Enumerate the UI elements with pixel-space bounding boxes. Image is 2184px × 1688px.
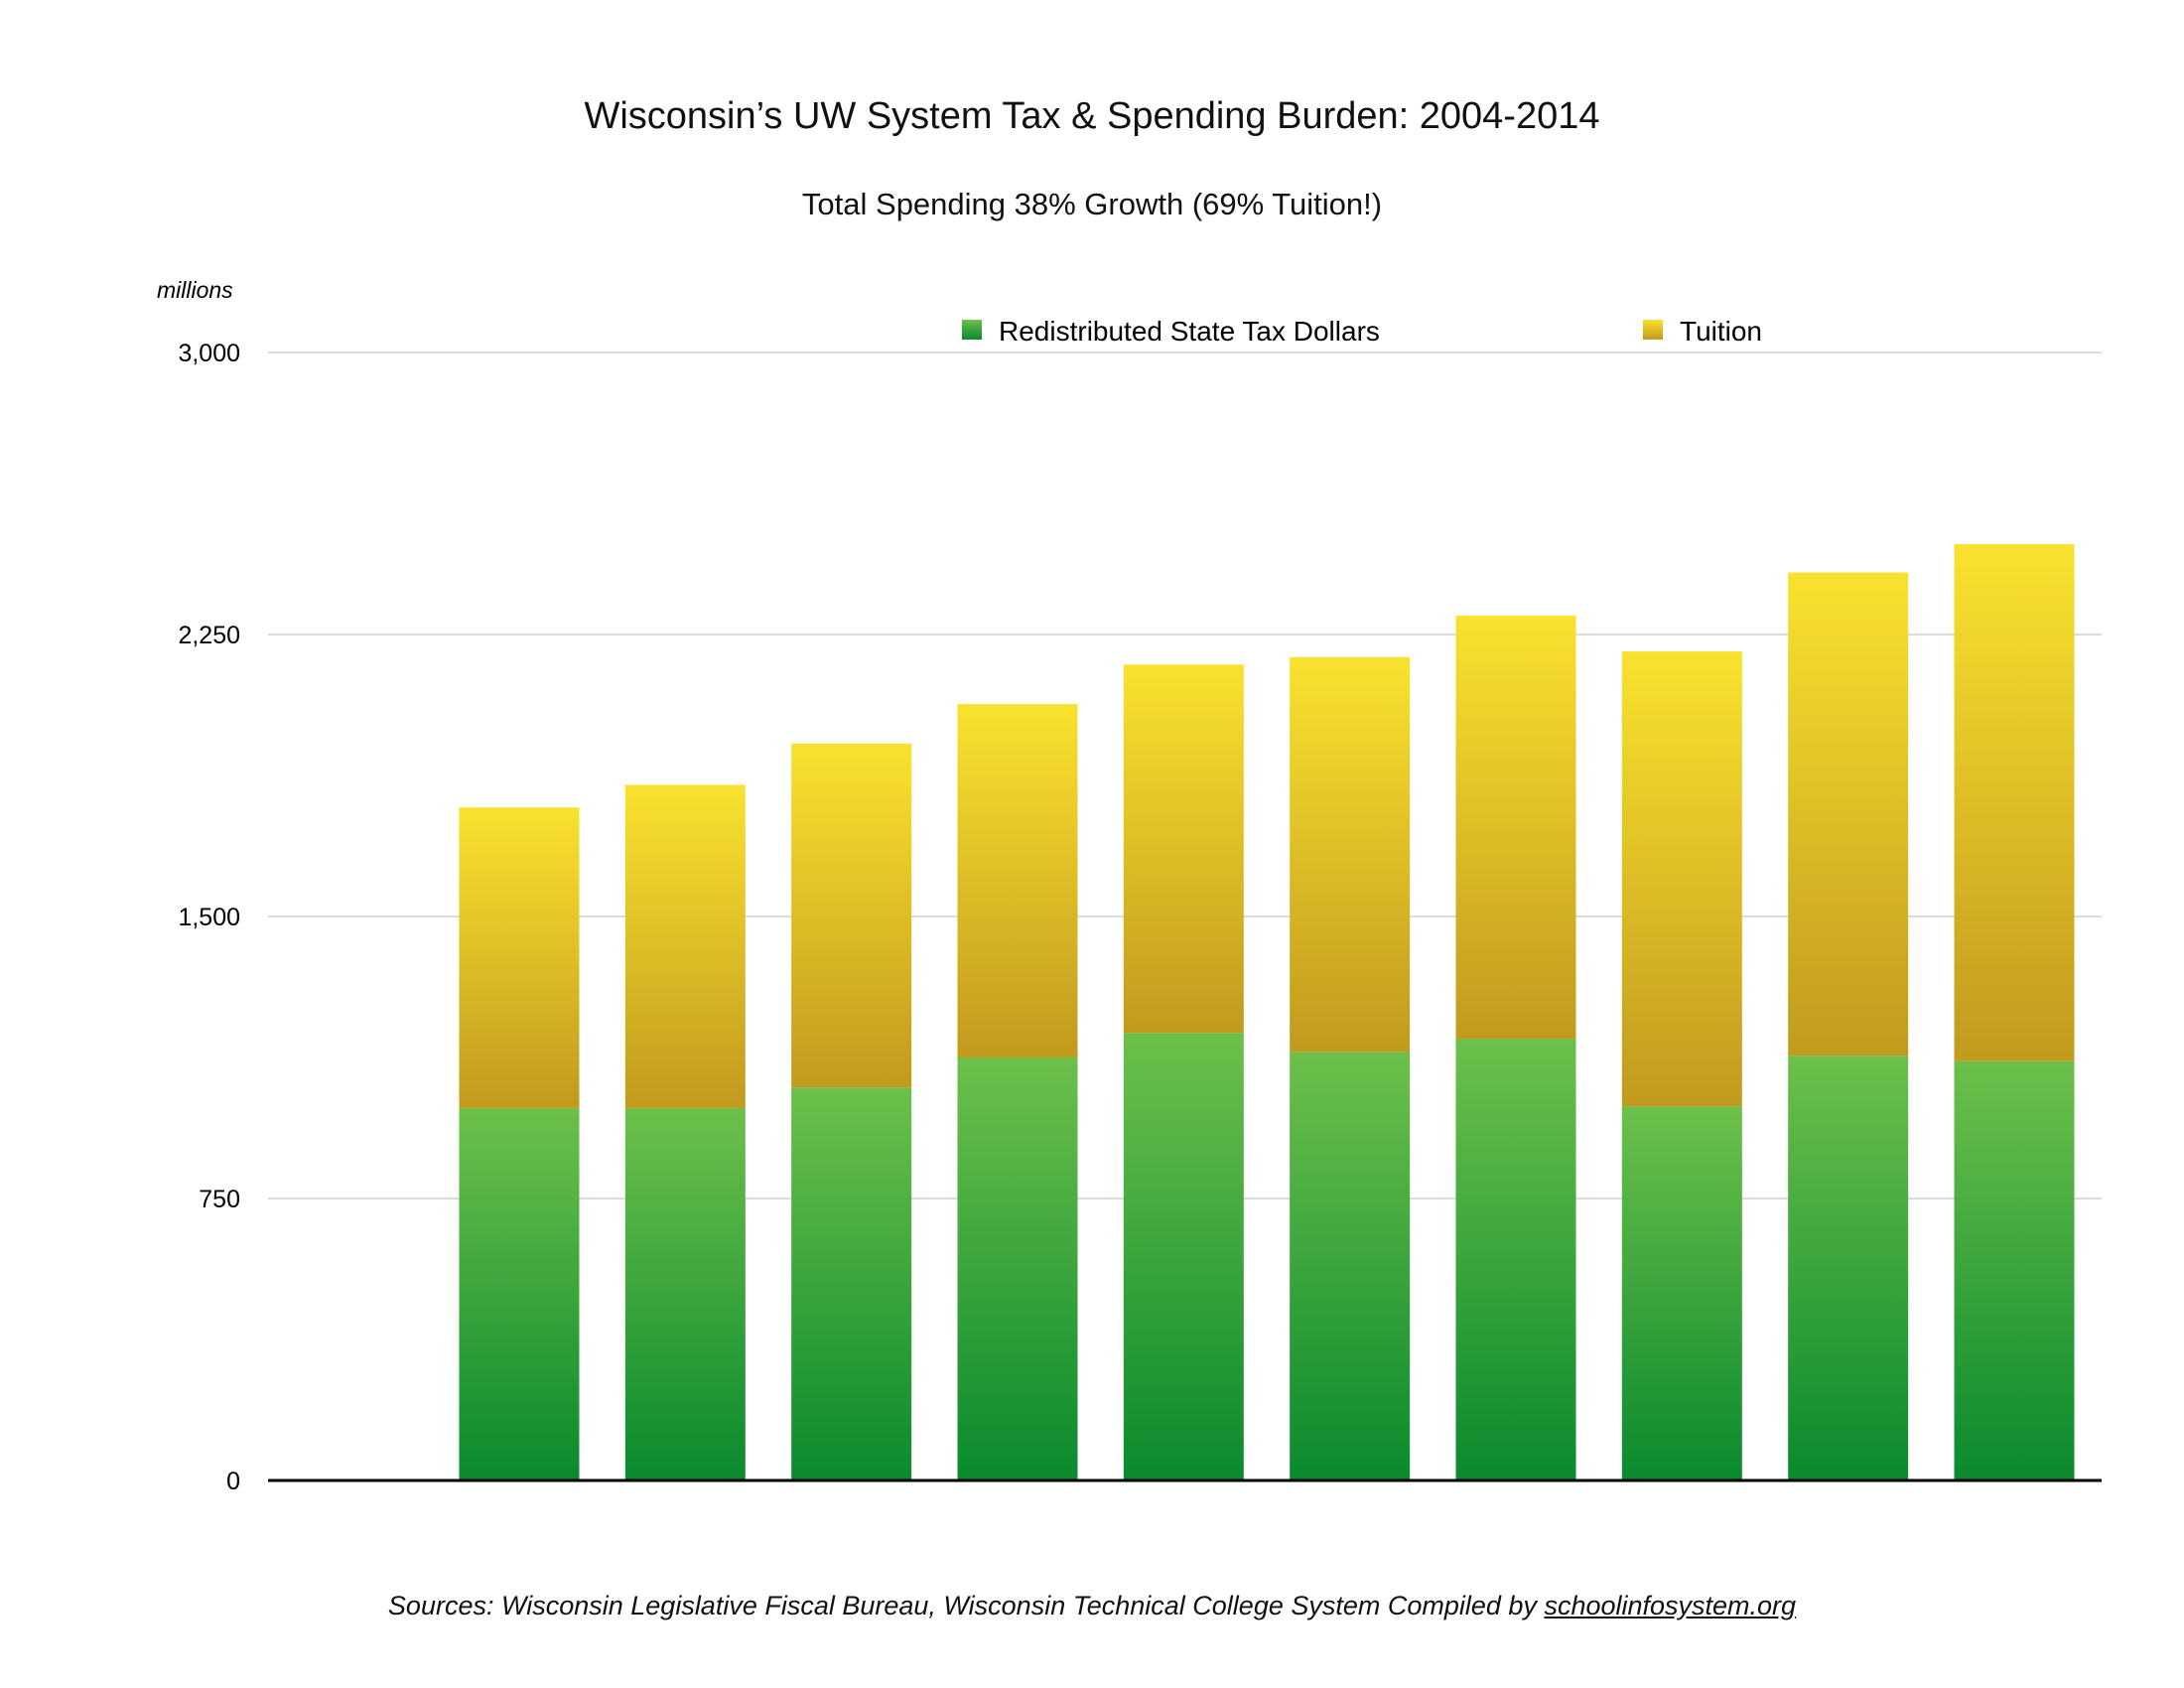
legend-label-tuition: Tuition [1680, 316, 1762, 347]
bar-tax-dollars [1954, 1060, 2075, 1480]
source-site-link[interactable]: schoolinfosystem.org [1544, 1591, 1797, 1620]
bar-tax-dollars [459, 1108, 580, 1480]
y-tick-label: 1,500 [178, 904, 240, 931]
legend-swatch-tuition [1643, 320, 1663, 340]
y-axis-ticks: 0 750 1,500 2,250 3,000 [178, 340, 240, 1495]
bar-tax-dollars [1788, 1055, 1909, 1480]
y-tick-label: 750 [199, 1186, 240, 1213]
bar-tuition [1954, 544, 2075, 1061]
bars [459, 544, 2075, 1480]
bar-tuition [624, 784, 746, 1109]
legend-label-tax: Redistributed State Tax Dollars [999, 316, 1380, 347]
y-axis-label: millions [157, 277, 233, 303]
bar-tax-dollars [1290, 1052, 1411, 1480]
legend: Redistributed State Tax Dollars Tuition [962, 316, 1762, 347]
bar-tuition [791, 743, 912, 1088]
bar-tuition [1123, 664, 1244, 1034]
legend-swatch-tax [962, 320, 982, 340]
bar-tuition [1455, 616, 1576, 1040]
y-tick-label: 2,250 [178, 622, 240, 649]
bar-tuition [1290, 656, 1411, 1053]
bar-tuition [1621, 651, 1742, 1107]
bar-tax-dollars [791, 1087, 912, 1480]
bar-tax-dollars [1123, 1033, 1244, 1480]
chart-title: Wisconsin’s UW System Tax & Spending Bur… [584, 95, 1600, 137]
bar-tax-dollars [624, 1108, 746, 1480]
bar-tuition [1788, 572, 1909, 1056]
sources-text: Sources: Wisconsin Legislative Fiscal Bu… [387, 1591, 1545, 1620]
bar-tuition [459, 807, 580, 1109]
y-tick-label: 3,000 [178, 340, 240, 367]
sources-footer: Sources: Wisconsin Legislative Fiscal Bu… [0, 1591, 2184, 1621]
y-tick-label: 0 [226, 1468, 240, 1495]
bar-tax-dollars [1455, 1039, 1576, 1480]
bar-tax-dollars [1621, 1106, 1742, 1480]
bar-tax-dollars [957, 1057, 1078, 1480]
chart-subtitle: Total Spending 38% Growth (69% Tuition!) [801, 187, 1383, 221]
bar-tuition [957, 704, 1078, 1057]
